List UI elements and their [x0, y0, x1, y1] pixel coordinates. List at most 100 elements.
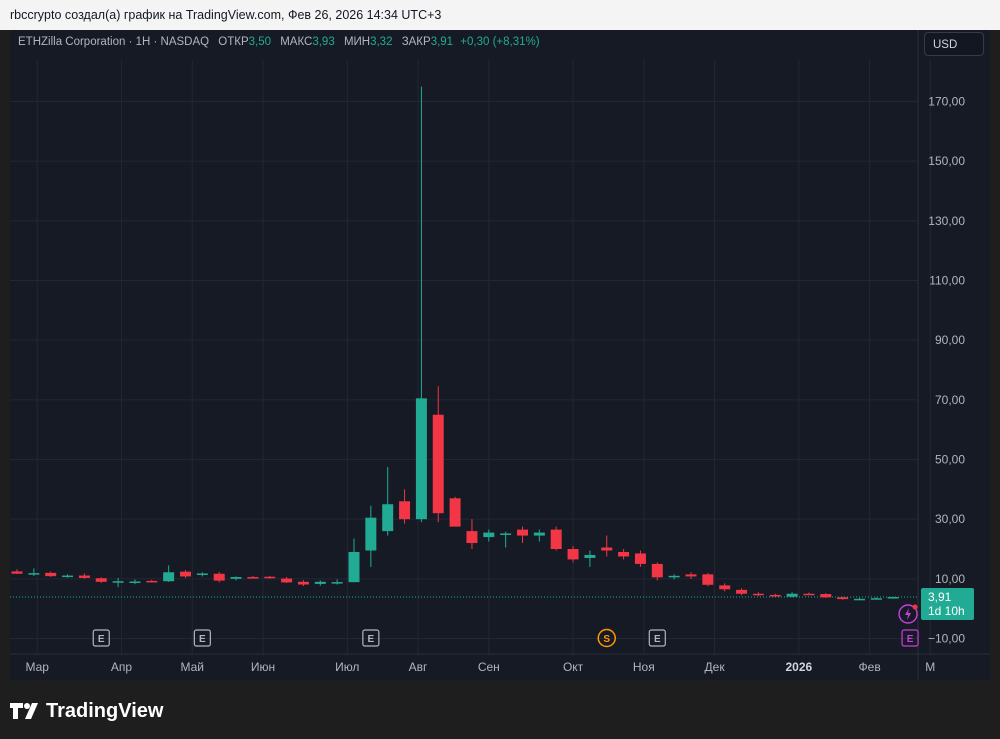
candle-body[interactable] — [584, 554, 596, 558]
earnings-event-icon[interactable] — [193, 629, 211, 647]
candle-body[interactable] — [854, 598, 865, 601]
candle-body[interactable] — [668, 575, 680, 578]
y-tick-label: 70,00 — [935, 393, 965, 407]
candle-body[interactable] — [213, 573, 225, 581]
candle-body[interactable] — [567, 549, 579, 560]
x-tick-label: Ноя — [633, 660, 655, 674]
candle-body[interactable] — [163, 572, 175, 582]
candle-body[interactable] — [129, 581, 141, 584]
candle-body[interactable] — [230, 577, 242, 579]
y-tick-label: 110,00 — [929, 274, 965, 288]
candle-body[interactable] — [618, 551, 630, 557]
candle-body[interactable] — [887, 597, 899, 599]
x-tick-label: Мар — [25, 660, 49, 674]
candle-body[interactable] — [146, 580, 158, 583]
candle-body[interactable] — [281, 578, 293, 583]
candle-body[interactable] — [11, 571, 23, 574]
candle-body[interactable] — [297, 581, 309, 585]
candle-body[interactable] — [180, 571, 191, 577]
high-value: 3,93 — [312, 36, 335, 48]
low-label: МИН — [343, 36, 371, 48]
candlestick-chart[interactable]: −10,00 10,00 30,00 50,00 70,00 90,00 110,00 130… — [10, 30, 990, 680]
y-tick-label: 130,00 — [928, 214, 965, 228]
candle-body[interactable] — [95, 578, 107, 582]
earnings-event-icon[interactable] — [648, 629, 666, 647]
candle-body[interactable] — [247, 577, 259, 579]
split-event-icon[interactable] — [597, 628, 616, 648]
brand-name: TradingView — [46, 699, 164, 722]
candle-body[interactable] — [601, 547, 613, 551]
price-badge — [921, 588, 974, 621]
candle-body[interactable] — [466, 531, 478, 544]
candle-body[interactable] — [415, 398, 427, 520]
symbol-title[interactable]: ETHZilla Corporation · 1Н · NASDAQ — [18, 36, 210, 48]
earnings-event-label: E — [199, 634, 206, 645]
candle-body[interactable] — [314, 581, 326, 584]
candle-body[interactable] — [786, 593, 798, 597]
candle-body[interactable] — [264, 576, 276, 579]
earnings-event-icon[interactable] — [901, 629, 919, 647]
candle-body[interactable] — [62, 575, 74, 578]
split-event-label: S — [603, 634, 610, 645]
candle-body[interactable] — [78, 575, 90, 578]
candle-body[interactable] — [702, 574, 714, 585]
price-badge-countdown: 1d 10h — [928, 604, 965, 618]
x-tick-label: Апр — [111, 660, 133, 674]
close-value: 3,91 — [430, 36, 454, 48]
high-label: МАКС — [280, 36, 313, 48]
candle-body[interactable] — [432, 414, 444, 514]
notification-dot — [912, 604, 918, 610]
change-value: +0,30 (+8,31%) — [460, 36, 540, 48]
x-tick-label: М — [925, 660, 935, 674]
y-tick-label: 170,00 — [928, 95, 965, 109]
candle-body[interactable] — [331, 582, 343, 584]
price-badge-value: 3,91 — [928, 590, 952, 604]
candle-body[interactable] — [45, 572, 57, 577]
candle-body[interactable] — [28, 573, 40, 575]
earnings-event-label: E — [654, 634, 661, 645]
x-tick-label: Сен — [478, 660, 500, 674]
candle-body[interactable] — [517, 529, 528, 536]
candle-body[interactable] — [719, 585, 731, 590]
currency-button[interactable]: USD — [924, 32, 984, 56]
candle-body[interactable] — [550, 529, 562, 549]
earnings-event-icon[interactable] — [362, 629, 380, 647]
y-tick-label: 90,00 — [935, 333, 965, 347]
candle-body[interactable] — [112, 581, 124, 583]
open-label: ОТКР — [218, 36, 249, 48]
earnings-event-label: E — [368, 634, 375, 645]
candle-body[interactable] — [685, 574, 697, 577]
candle-body[interactable] — [769, 594, 781, 597]
candle-body[interactable] — [870, 598, 882, 600]
candle-body[interactable] — [803, 593, 815, 596]
candle-body[interactable] — [500, 533, 512, 535]
x-tick-label: Дек — [705, 660, 726, 674]
y-tick-label: 10,00 — [935, 572, 965, 586]
candle-body[interactable] — [399, 501, 411, 520]
y-tick-label: 30,00 — [935, 512, 965, 526]
header-bar: rbccrypto создал(а) график на TradingVie… — [0, 0, 1000, 30]
candle-body[interactable] — [752, 593, 764, 596]
candle-body[interactable] — [382, 504, 394, 532]
x-tick-label: 2026 — [785, 660, 812, 674]
candle-body[interactable] — [736, 589, 748, 594]
candle-body[interactable] — [651, 563, 663, 578]
header-caption: rbccrypto создал(а) график на TradingVie… — [10, 8, 442, 22]
candle-body[interactable] — [820, 594, 832, 598]
candle-body[interactable] — [449, 498, 461, 527]
chart-panel[interactable]: −10,00 10,00 30,00 50,00 70,00 90,00 110,00 130… — [10, 30, 990, 680]
earnings-event-label: E — [98, 634, 105, 645]
candle-body[interactable] — [533, 532, 545, 536]
candle-body[interactable] — [483, 532, 495, 538]
earnings-event-icon[interactable] — [92, 629, 110, 647]
candle-body[interactable] — [837, 597, 849, 600]
earnings-event-label: E — [907, 634, 914, 645]
candle-body[interactable] — [196, 573, 208, 575]
candle-body[interactable] — [365, 517, 377, 551]
tradingview-logo-icon — [10, 703, 38, 719]
lightning-icon[interactable] — [898, 604, 918, 624]
candle-body[interactable] — [634, 553, 646, 564]
candle-body[interactable] — [348, 551, 360, 583]
y-tick-label: −10,00 — [928, 632, 965, 646]
lightning-bolt — [905, 608, 912, 620]
